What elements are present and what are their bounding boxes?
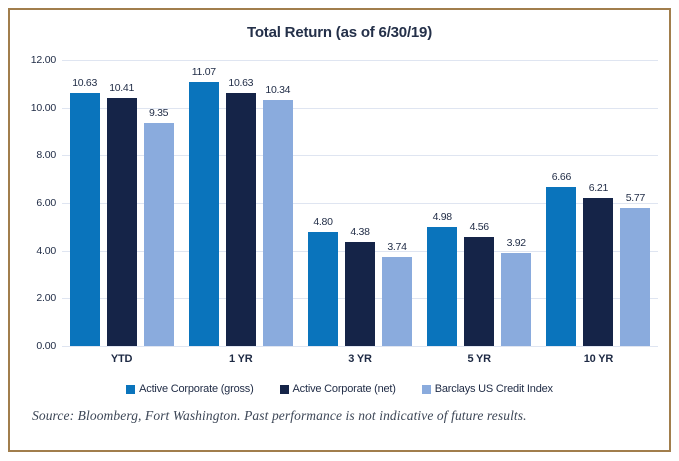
- bar: [501, 252, 532, 346]
- y-axis-tick-label: 8.00: [36, 149, 56, 162]
- bar-value-label: 10.63: [228, 76, 254, 89]
- bar: [69, 92, 100, 346]
- bar-value-label: 10.63: [72, 76, 97, 89]
- plot-area: 0.00 2.00 4.00 6.00 8.00 10.00 12.00 10.63 10.41…: [31, 54, 658, 365]
- source-note: Source: Bloomberg, Fort Washington. Past…: [32, 408, 527, 423]
- gridline: [62, 155, 658, 157]
- bar: [464, 237, 495, 346]
- bar-value-label: 4.56: [469, 221, 490, 234]
- bar-value-label: 9.35: [148, 107, 169, 120]
- gridline: [62, 60, 658, 61]
- bar: [583, 198, 614, 346]
- y-axis-tick-label: 10.00: [30, 101, 56, 114]
- x-axis-category-label: 1 YR: [229, 353, 253, 365]
- bar-value-label: 4.80: [313, 215, 333, 228]
- bar: [620, 208, 651, 346]
- x-axis-category-label: 5 YR: [467, 353, 491, 365]
- gridline: [62, 203, 658, 204]
- chart-title: Total Return (as of 6/30/19): [247, 24, 432, 41]
- bar-value-label: 4.38: [350, 225, 370, 238]
- bar-value-label: 3.74: [387, 240, 407, 253]
- y-axis-tick-label: 4.00: [36, 244, 56, 257]
- bar: [308, 231, 338, 346]
- bar: [262, 99, 293, 346]
- legend-item: Barclays US Credit Index: [421, 383, 553, 395]
- bar: [345, 241, 375, 346]
- gridline: [62, 107, 658, 109]
- bar-value-label: 6.66: [551, 171, 572, 184]
- legend-item: Active Corporate (net): [279, 383, 396, 395]
- y-axis-tick-label: 2.00: [36, 292, 56, 305]
- bar: [427, 227, 458, 346]
- bar-value-label: 6.21: [588, 182, 609, 194]
- bar-value-label: 10.34: [265, 83, 291, 96]
- bar: [143, 123, 174, 346]
- bar-value-label: 5.77: [625, 192, 646, 205]
- x-axis-category-label: YTD: [110, 353, 133, 365]
- bar-value-label: 10.41: [109, 81, 134, 94]
- y-axis-tick-label: 6.00: [36, 197, 56, 209]
- legend-swatch: [421, 384, 431, 394]
- legend-label: Active Corporate (net): [292, 383, 396, 395]
- bar: [188, 82, 219, 346]
- bar-value-label: 3.92: [506, 236, 527, 249]
- y-axis-tick-label: 0.00: [36, 340, 56, 352]
- bar: [546, 187, 577, 346]
- y-axis-tick-label: 12.00: [30, 54, 56, 66]
- x-axis-category-label: 3 YR: [348, 353, 372, 365]
- legend-item: Active Corporate (gross): [126, 383, 254, 395]
- gridline: [62, 346, 658, 347]
- bar-value-label: 4.98: [432, 211, 453, 224]
- legend-swatch: [279, 384, 289, 394]
- legend-label: Barclays US Credit Index: [434, 383, 553, 395]
- chart-frame: Total Return (as of 6/30/19) 0.00 2.00 4.0…: [8, 8, 671, 452]
- x-axis-category-label: 10 YR: [583, 353, 614, 365]
- bar-value-label: 11.07: [191, 66, 216, 79]
- bar: [106, 97, 137, 346]
- bar: [225, 92, 256, 346]
- legend-label: Active Corporate (gross): [139, 383, 254, 395]
- legend: Active Corporate (gross) Active Corporate…: [10, 383, 669, 395]
- bar: [382, 256, 412, 346]
- legend-swatch: [126, 384, 136, 394]
